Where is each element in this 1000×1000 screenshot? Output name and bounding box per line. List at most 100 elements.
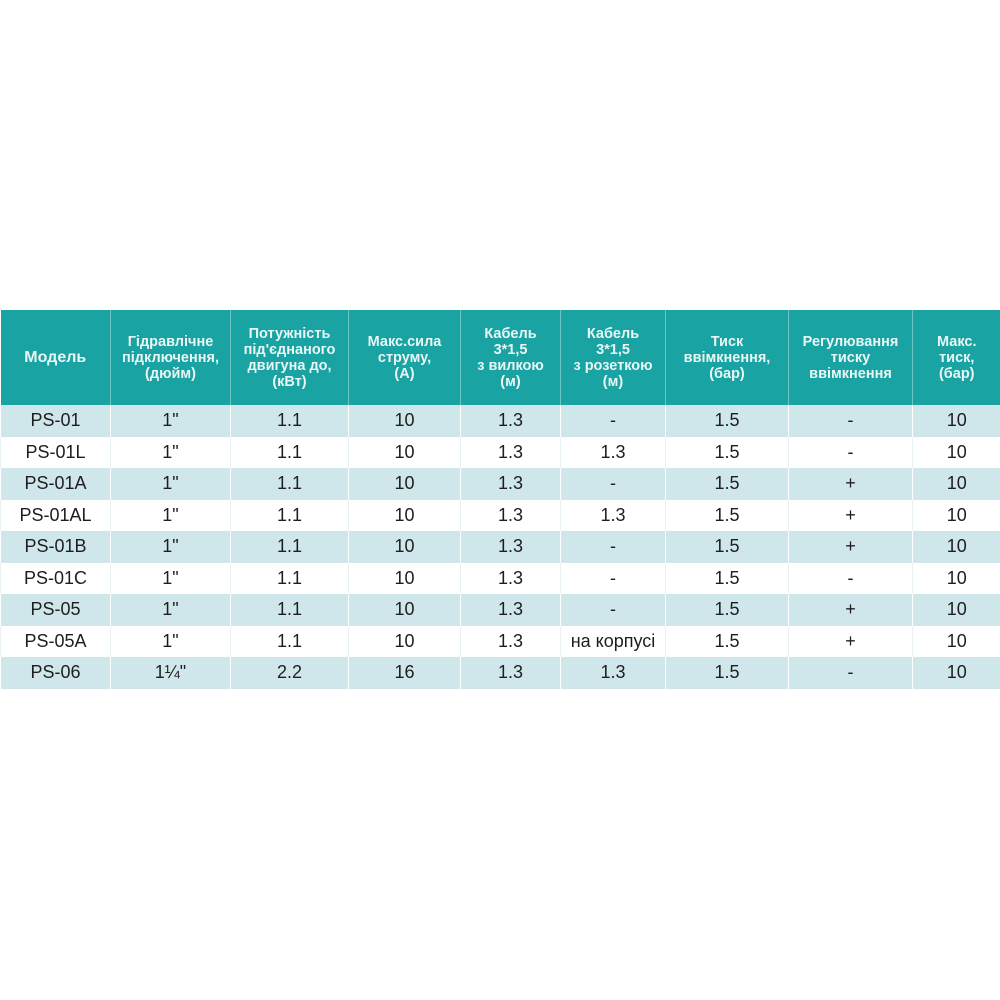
column-header: Кабель 3*1,5 з розеткою (м) [560,310,666,405]
table-cell: 10 [348,405,461,437]
table-cell: 16 [348,657,461,689]
table-cell: - [788,436,913,468]
table-cell: + [788,499,913,531]
table-cell: - [560,594,666,626]
column-header-line: ввімкнення, [683,349,771,366]
model-cell: PS-01L [0,436,111,468]
column-header: Тиск ввімкнення, (бар) [665,310,789,405]
table-cell: 1.3 [460,657,561,689]
table-cell: 10 [912,625,1000,657]
table-cell: 1.5 [665,468,789,500]
table-row: PS-05 1" 1.1 10 1.3-1.5 +10 [0,594,1000,626]
table-cell: - [560,405,666,437]
table-cell: 1.1 [230,499,349,531]
table-cell: 1.5 [665,405,789,437]
column-header-line: з розеткою [573,357,653,374]
column-header-line: Модель [24,348,87,366]
column-header-line: Тиск [710,333,744,350]
table-row: PS-01L 1" 1.1 10 1.3 1.3 1.5-10 [0,436,1000,468]
table-cell: 1.5 [665,531,789,563]
column-header: Модель [0,310,111,405]
header-row: Модель Гідравлічне підключення, (дюйм) Потуж… [0,310,1000,405]
column-header-line: (кВт) [272,373,307,390]
table-cell: 1.5 [665,436,789,468]
table-cell: 1.3 [460,625,561,657]
table-cell: 1.3 [560,657,666,689]
table-cell: 1" [110,625,231,657]
column-header-line: Гідравлічне [127,333,214,350]
table-cell: - [560,531,666,563]
column-header: Макс.сила струму, (А) [348,310,461,405]
table-cell: 1.5 [665,625,789,657]
table-cell: 1.5 [665,594,789,626]
model-cell: PS-05A [0,625,111,657]
table-cell: 1.3 [460,562,561,594]
table-cell: 10 [348,625,461,657]
table-cell: + [788,468,913,500]
column-header-line: Кабель [586,325,640,342]
table-cell: 10 [912,468,1000,500]
table-row: PS-01 1" 1.1 10 1.3-1.5-10 [0,405,1000,437]
table-cell: на корпусі [560,625,666,657]
column-header-line: Кабель [484,325,537,342]
table-cell: 1.3 [560,499,666,531]
table-row: PS-01B 1" 1.1 10 1.3-1.5 +10 [0,531,1000,563]
table-cell: - [560,562,666,594]
column-header-line: 3*1,5 [596,341,630,358]
table-cell: 1" [110,499,231,531]
column-header: Макс. тиск, (бар) [912,310,1000,405]
model-cell: PS-05 [0,594,111,626]
table-cell: 1.3 [460,468,561,500]
table-cell: 1.1 [230,436,349,468]
table-row: PS-01C 1" 1.1 10 1.3-1.5-10 [0,562,1000,594]
table-cell: 1.1 [230,562,349,594]
table-cell: 1" [110,594,231,626]
column-header: Регулювання тиску ввімкнення [788,310,913,405]
column-header-line: ввімкнення [809,365,892,382]
table-cell: 1.3 [460,436,561,468]
column-header-line: двигуна до, [247,357,332,374]
table-cell: 1" [110,562,231,594]
table-cell: - [560,468,666,500]
table-cell: 1.5 [665,562,789,594]
column-header-line: Макс.сила [367,333,442,350]
column-header-line: (А) [394,365,415,382]
table-cell: 10 [348,562,461,594]
column-header-line: Потужність [248,325,331,342]
column-header-line: (дюйм) [145,365,196,382]
table-cell: 1.3 [560,436,666,468]
column-header-line: (бар) [709,365,745,382]
table-cell: - [788,405,913,437]
table-cell: 1" [110,436,231,468]
table-cell: 10 [912,499,1000,531]
pressure-switch-spec-table: Модель Гідравлічне підключення, (дюйм) Потуж… [0,310,1000,689]
table-cell: 1.5 [665,657,789,689]
column-header-line: тиску [830,349,871,366]
table-cell: - [788,657,913,689]
table-cell: 1.1 [230,594,349,626]
table-cell: 10 [912,562,1000,594]
table-cell: 10 [348,531,461,563]
column-header: Потужність під'єднаного двигуна до, (кВт) [230,310,349,405]
table-cell: 1.1 [230,468,349,500]
table-cell: 10 [912,405,1000,437]
column-header-line: підключення, [122,349,219,366]
column-header-line: (м) [500,373,521,390]
table-cell: 10 [912,657,1000,689]
table-cell: 1" [110,405,231,437]
column-header-line: Регулювання [802,333,899,350]
table-cell: 1.1 [230,405,349,437]
table-cell: 10 [912,594,1000,626]
table-cell: 1.3 [460,499,561,531]
column-header-line: тиск, [939,349,975,366]
column-header-line: струму, [377,349,432,366]
model-cell: PS-01 [0,405,111,437]
table-cell: 10 [348,436,461,468]
table-row: PS-01AL 1" 1.1 10 1.3 1.3 1.5 +10 [0,499,1000,531]
table-cell: 1" [110,531,231,563]
model-cell: PS-01B [0,531,111,563]
column-header-line: (м) [602,373,624,390]
table-cell: 1.3 [460,531,561,563]
table-cell: 1.3 [460,405,561,437]
table-cell: + [788,594,913,626]
